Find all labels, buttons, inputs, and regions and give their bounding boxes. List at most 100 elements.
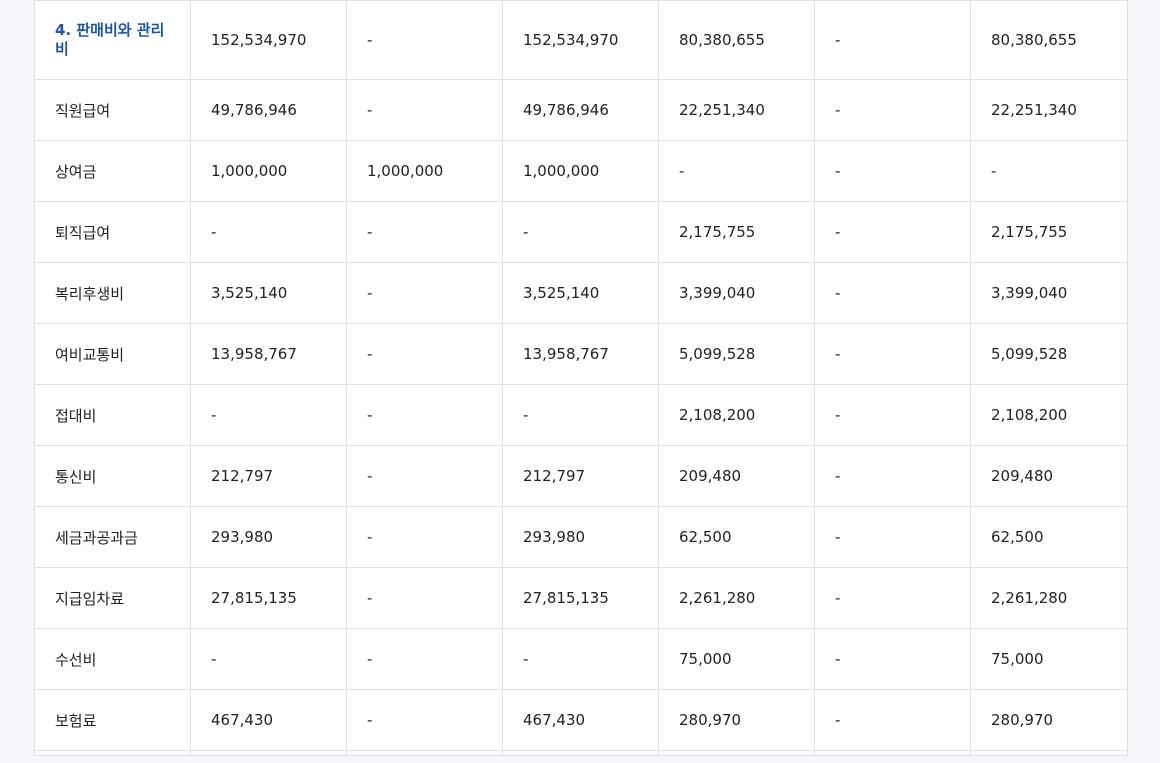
table-row-section: 4. 판매비와 관리비 152,534,970 - 152,534,970 80… [34, 0, 1128, 80]
table-cell: - [502, 628, 659, 690]
table-row: 복리후생비 3,525,140-3,525,140 3,399,040-3,399,… [34, 262, 1128, 324]
table-row: 세금과공과금 293,980-293,980 62,500-62,500 [34, 506, 1128, 568]
row-label: 지급임차료 [34, 567, 191, 629]
table-cell: - [190, 201, 347, 263]
table-cell: 2,261,280 [658, 567, 815, 629]
table-cell: - [346, 323, 503, 385]
table-cell: 152,534,970 [190, 0, 347, 80]
table-cell: - [190, 384, 347, 446]
table-cell: 280,970 [658, 689, 815, 751]
table-cell [190, 750, 347, 756]
table-cell: 1,000,000 [190, 140, 347, 202]
table-cell: - [346, 262, 503, 324]
table-cell: 209,480 [658, 445, 815, 507]
table-cell: - [814, 0, 971, 80]
table-cell: 3,399,040 [658, 262, 815, 324]
table-cell: 49,786,946 [190, 79, 347, 141]
table-cell: - [658, 140, 815, 202]
table-cell: 75,000 [970, 628, 1128, 690]
table-cell: 80,380,655 [970, 0, 1128, 80]
table-cell: 467,430 [502, 689, 659, 751]
row-label: 직원급여 [34, 79, 191, 141]
table-cell: - [190, 628, 347, 690]
expense-table-body: 4. 판매비와 관리비 152,534,970 - 152,534,970 80… [34, 0, 1128, 756]
expense-table: 4. 판매비와 관리비 152,534,970 - 152,534,970 80… [34, 0, 1128, 756]
table-cell: 62,500 [658, 506, 815, 568]
section-label: 4. 판매비와 관리비 [34, 0, 191, 80]
table-cell: - [346, 79, 503, 141]
table-cell: - [502, 384, 659, 446]
row-label: 보험료 [34, 689, 191, 751]
table-cell: - [814, 140, 971, 202]
table-cell: 13,958,767 [190, 323, 347, 385]
table-row: 수선비 - - -75,000-75,000 [34, 628, 1128, 690]
table-cell: 280,970 [970, 689, 1128, 751]
table-cell: - [970, 140, 1128, 202]
table-row: 보험료 467,430-467,430 280,970-280,970 [34, 689, 1128, 751]
table-cell: - [814, 567, 971, 629]
table-cell [346, 750, 503, 756]
table-cell: 2,175,755 [970, 201, 1128, 263]
table-cell: 2,261,280 [970, 567, 1128, 629]
table-row-partial [34, 750, 1128, 756]
table-cell: - [814, 323, 971, 385]
table-cell: 152,534,970 [502, 0, 659, 80]
table-cell: 467,430 [190, 689, 347, 751]
table-cell: - [814, 506, 971, 568]
table-cell: 49,786,946 [502, 79, 659, 141]
table-cell: 13,958,767 [502, 323, 659, 385]
row-label: 상여금 [34, 140, 191, 202]
table-cell: - [346, 445, 503, 507]
table-cell [970, 750, 1128, 756]
row-label: 세금과공과금 [34, 506, 191, 568]
table-cell: 5,099,528 [658, 323, 815, 385]
table-cell: 2,108,200 [970, 384, 1128, 446]
table-cell: 3,525,140 [190, 262, 347, 324]
table-cell: 1,000,000 [502, 140, 659, 202]
table-row: 접대비 - - -2,108,200-2,108,200 [34, 384, 1128, 446]
table-cell: 27,815,135 [502, 567, 659, 629]
table-cell: - [814, 689, 971, 751]
table-cell [502, 750, 659, 756]
table-cell: - [346, 628, 503, 690]
table-cell: 5,099,528 [970, 323, 1128, 385]
table-cell [658, 750, 815, 756]
table-cell: - [814, 628, 971, 690]
table-cell: 80,380,655 [658, 0, 815, 80]
row-label: 접대비 [34, 384, 191, 446]
row-label: 수선비 [34, 628, 191, 690]
table-cell [34, 750, 191, 756]
table-row: 상여금 1,000,000 1,000,000 1,000,000- - - [34, 140, 1128, 202]
table-cell: - [346, 384, 503, 446]
table-cell: - [346, 201, 503, 263]
financial-table-container: 4. 판매비와 관리비 152,534,970 - 152,534,970 80… [34, 0, 1128, 756]
table-cell: 62,500 [970, 506, 1128, 568]
row-label: 통신비 [34, 445, 191, 507]
table-cell: - [814, 262, 971, 324]
table-cell: - [502, 201, 659, 263]
table-row: 지급임차료 27,815,135-27,815,135 2,261,280-2,26… [34, 567, 1128, 629]
table-row: 여비교통비 13,958,767-13,958,767 5,099,528-5,09… [34, 323, 1128, 385]
table-row: 퇴직급여 - - -2,175,755-2,175,755 [34, 201, 1128, 263]
table-cell: 27,815,135 [190, 567, 347, 629]
table-cell: 22,251,340 [658, 79, 815, 141]
table-cell: 293,980 [502, 506, 659, 568]
table-cell: 75,000 [658, 628, 815, 690]
row-label: 여비교통비 [34, 323, 191, 385]
table-cell: - [346, 689, 503, 751]
table-cell: 3,525,140 [502, 262, 659, 324]
table-cell: 209,480 [970, 445, 1128, 507]
table-cell: - [346, 0, 503, 80]
row-label: 복리후생비 [34, 262, 191, 324]
table-cell: 3,399,040 [970, 262, 1128, 324]
table-cell: 293,980 [190, 506, 347, 568]
table-cell: - [346, 567, 503, 629]
table-row: 통신비 212,797-212,797 209,480-209,480 [34, 445, 1128, 507]
table-cell: 1,000,000 [346, 140, 503, 202]
table-cell: 22,251,340 [970, 79, 1128, 141]
table-cell: - [814, 445, 971, 507]
table-row: 직원급여 49,786,946-49,786,946 22,251,340-22,2… [34, 79, 1128, 141]
row-label: 퇴직급여 [34, 201, 191, 263]
table-cell: 212,797 [190, 445, 347, 507]
table-cell [814, 750, 971, 756]
